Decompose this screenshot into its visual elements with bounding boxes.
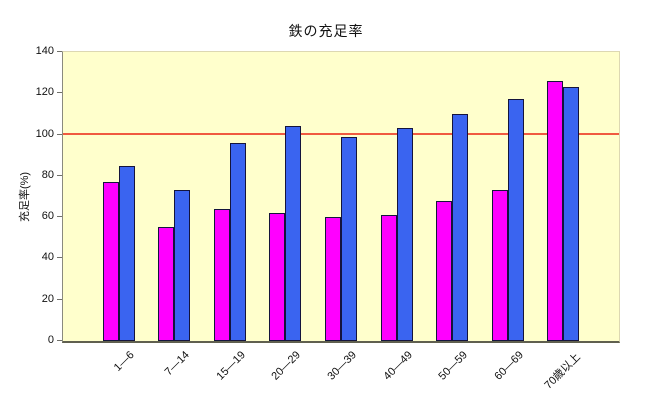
y-tick-label-100: 100 <box>35 128 54 140</box>
bar-series2-blue-3 <box>285 126 301 341</box>
bar-series1-magenta-0 <box>103 182 119 341</box>
bar-series2-blue-5 <box>397 128 413 341</box>
y-tick-label-40: 40 <box>41 251 54 263</box>
x-category-label-5: 40—49 <box>380 349 415 383</box>
bar-series1-magenta-3 <box>269 213 285 341</box>
y-tick-label-120: 120 <box>35 86 54 98</box>
y-tick-mark <box>57 134 62 135</box>
reference-line-100 <box>63 133 619 135</box>
bar-series2-blue-1 <box>174 190 190 341</box>
plot-area <box>62 51 620 343</box>
x-category-label-1: 7—14 <box>162 349 192 379</box>
y-tick-label-20: 20 <box>41 293 54 305</box>
y-tick-mark <box>57 175 62 176</box>
bar-series2-blue-0 <box>119 166 135 341</box>
y-tick-label-60: 60 <box>41 210 54 222</box>
y-tick-mark <box>57 257 62 258</box>
bar-series2-blue-2 <box>230 143 246 341</box>
y-tick-label-80: 80 <box>41 169 54 181</box>
bar-series1-magenta-4 <box>325 217 341 341</box>
bar-series1-magenta-5 <box>381 215 397 341</box>
y-tick-mark <box>57 216 62 217</box>
bar-series1-magenta-7 <box>492 190 508 341</box>
x-category-label-7: 60—69 <box>491 349 526 383</box>
bar-series1-magenta-2 <box>214 209 230 341</box>
x-category-label-4: 30—39 <box>324 349 359 383</box>
x-category-label-6: 50—59 <box>435 349 470 383</box>
bar-series2-blue-8 <box>563 87 579 341</box>
x-category-label-0: 1—6 <box>111 349 137 374</box>
bar-series2-blue-7 <box>508 99 524 341</box>
x-category-label-8: 70歳以上 <box>542 351 583 392</box>
y-tick-mark <box>57 92 62 93</box>
y-tick-mark <box>57 51 62 52</box>
bar-series1-magenta-8 <box>547 81 563 341</box>
y-tick-label-140: 140 <box>35 45 54 57</box>
bar-series2-blue-6 <box>452 114 468 341</box>
y-tick-mark <box>57 299 62 300</box>
x-category-label-2: 15—19 <box>213 349 248 383</box>
y-tick-label-0: 0 <box>47 334 54 346</box>
x-category-label-3: 20—29 <box>268 349 303 383</box>
y-tick-mark <box>57 340 62 341</box>
bar-series1-magenta-6 <box>436 201 452 341</box>
bar-series2-blue-4 <box>341 137 357 341</box>
bar-series1-magenta-1 <box>158 227 174 341</box>
chart-title: 鉄の充足率 <box>288 23 364 39</box>
